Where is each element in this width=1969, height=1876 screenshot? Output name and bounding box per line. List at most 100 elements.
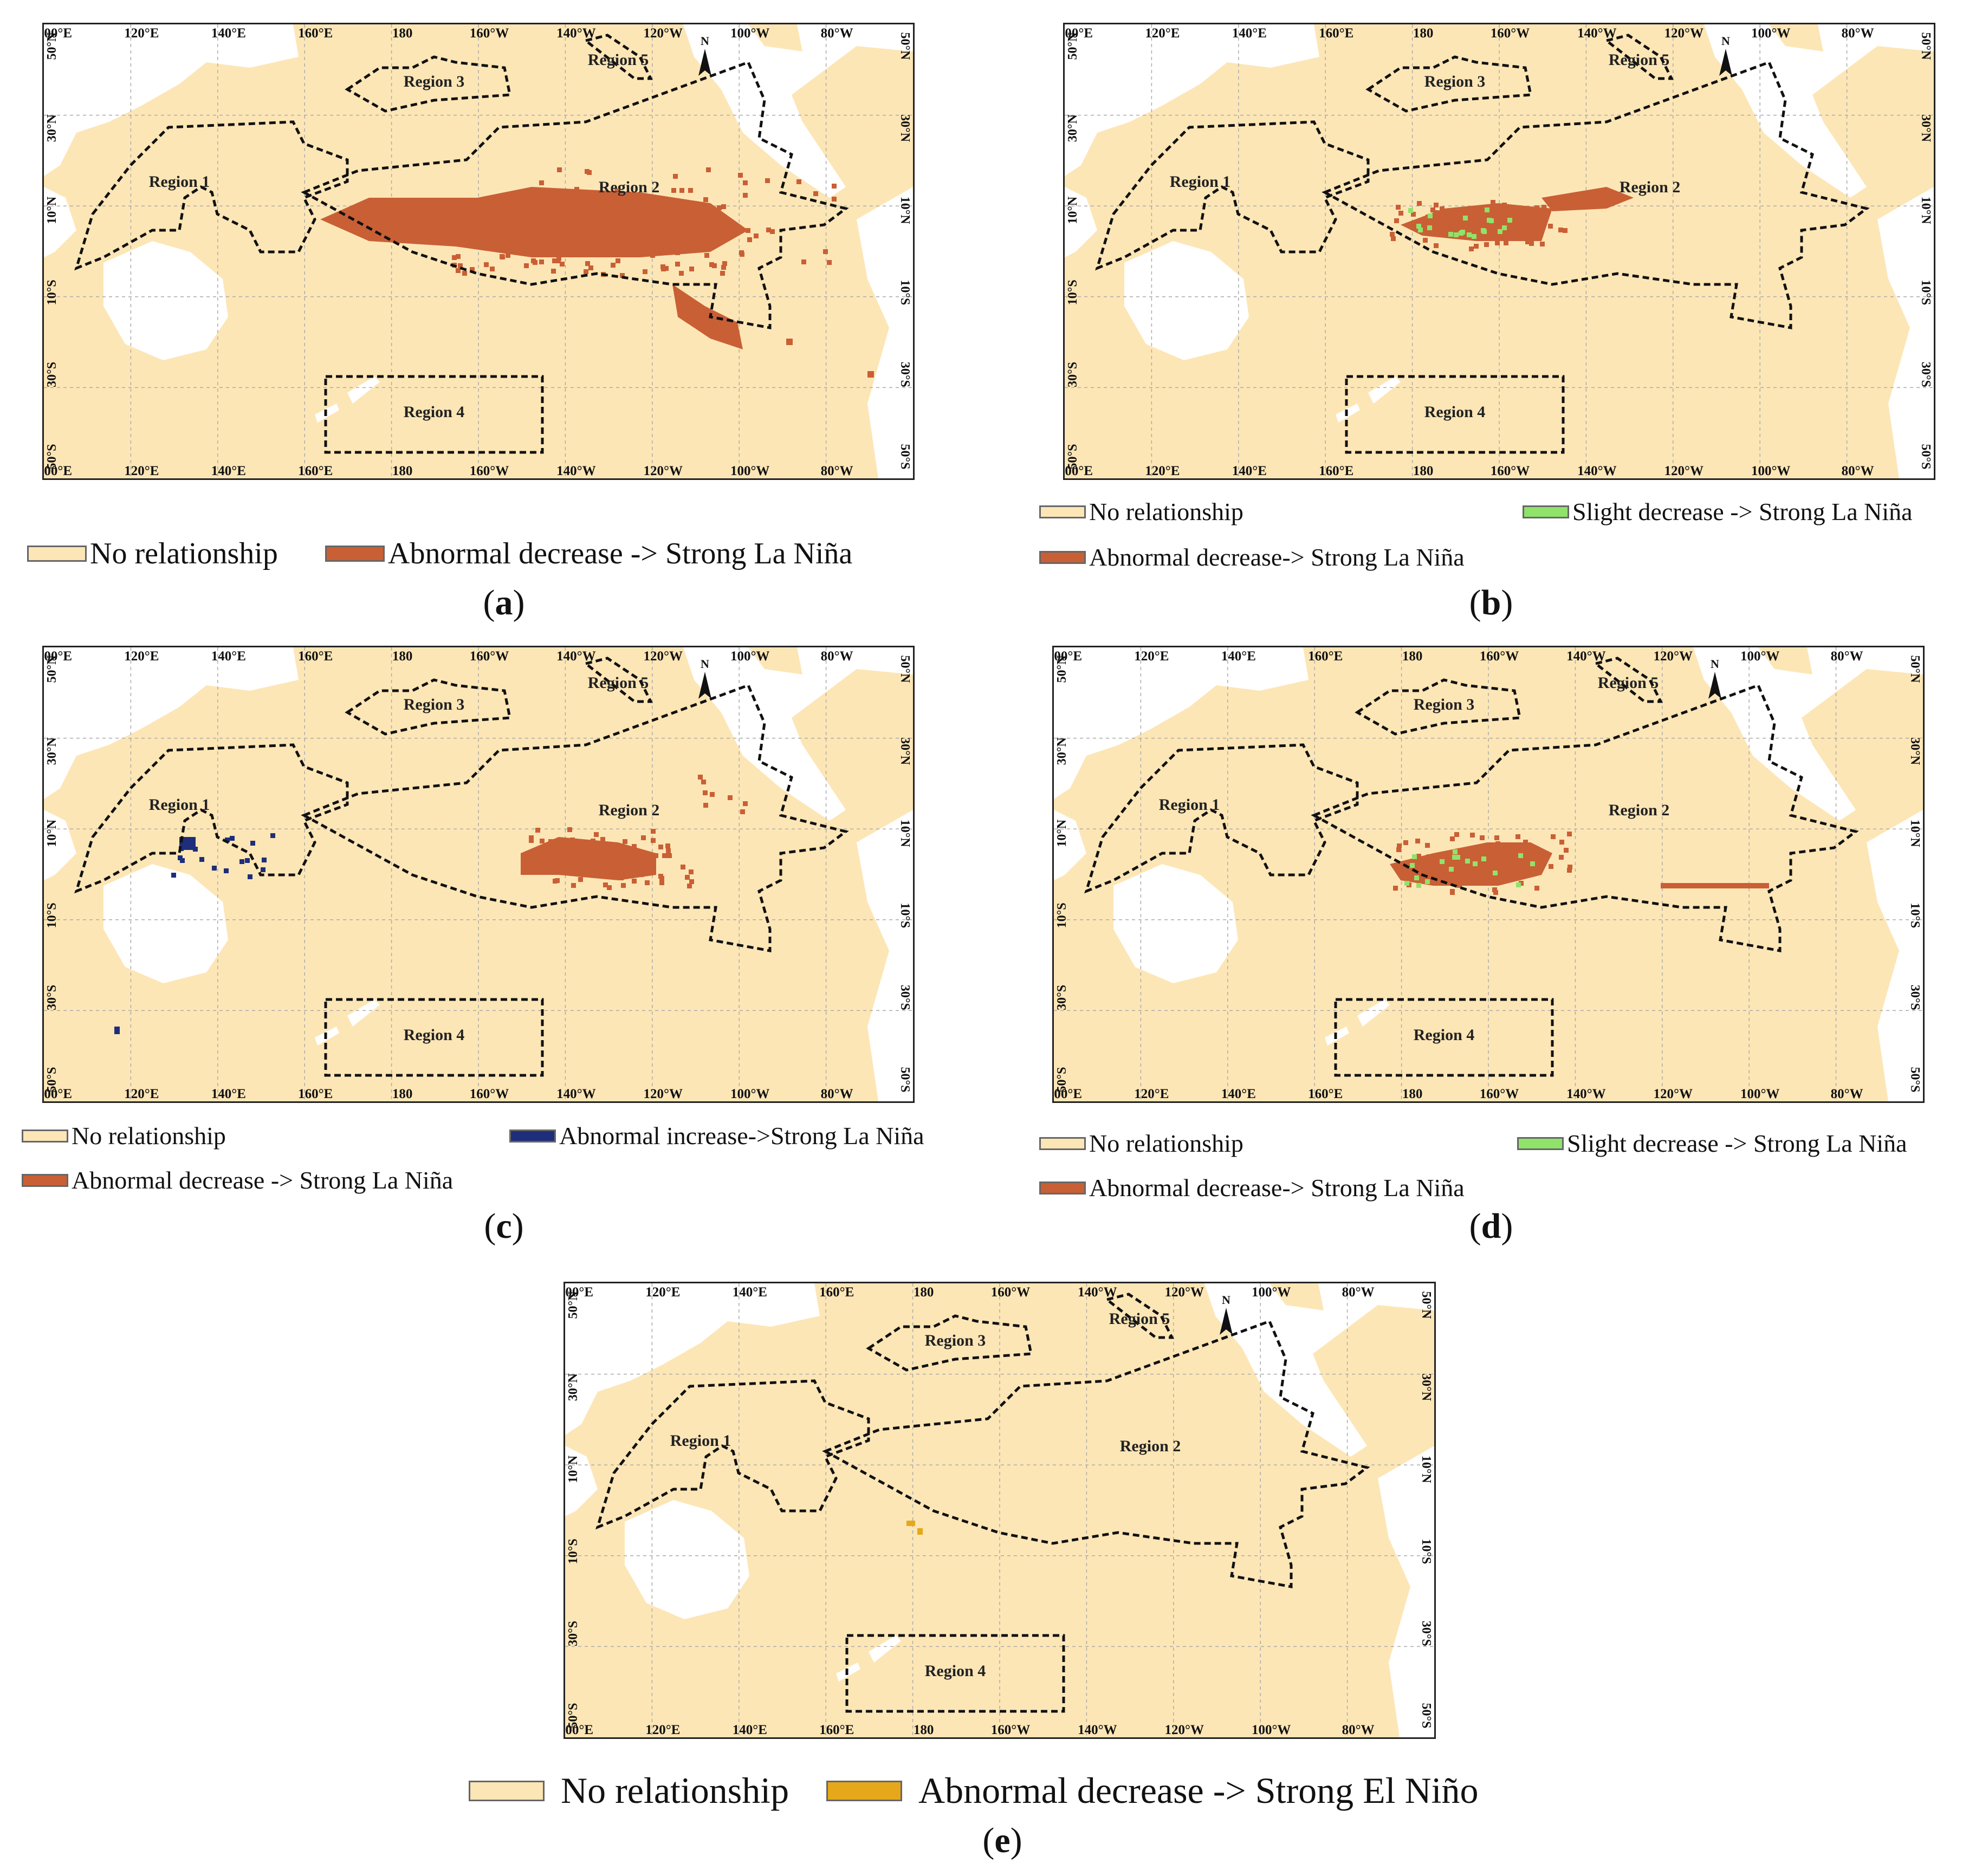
right-tick-label: 30°S: [898, 985, 912, 1010]
anomaly-cell: [560, 262, 565, 267]
anomaly-cell: [685, 875, 690, 880]
anomaly-cell: [1541, 205, 1546, 210]
top-tick-label: 140°E: [1232, 26, 1267, 41]
legend-swatch: [1039, 505, 1086, 518]
bottom-tick-label: 120°E: [645, 1723, 680, 1737]
legend-label: Abnormal decrease -> Strong La Niña: [72, 1166, 454, 1194]
top-tick-label: 100°E: [565, 1285, 593, 1300]
anomaly-cell: [552, 258, 557, 263]
anomaly-cell: [456, 268, 461, 273]
right-tick-label: 30°S: [1908, 985, 1922, 1010]
anomaly-cell: [535, 828, 540, 833]
anomaly-cell: [637, 252, 642, 257]
left-tick-label: 10°N: [566, 1455, 580, 1483]
abnormal-decrease-area: [1541, 187, 1634, 211]
anomaly-cell: [1484, 242, 1489, 247]
asia-land: [565, 1283, 820, 1435]
anomaly-cell: [539, 259, 544, 264]
left-tick-label: 10°S: [566, 1539, 580, 1564]
anomaly-cell: [645, 880, 650, 885]
legend-swatch: [27, 546, 87, 562]
left-tick-label: 10°S: [45, 280, 59, 305]
left-tick-label: 30°N: [1055, 737, 1069, 765]
anomaly-cell: [663, 219, 668, 224]
anomaly-cell: [832, 184, 837, 189]
anomaly-cell: [689, 869, 694, 874]
abnormal-decrease-area: [521, 837, 656, 880]
anomaly-cell: [747, 237, 752, 242]
abnormal-increase-cell: [262, 858, 267, 862]
right-tick-label: 10°N: [1419, 1456, 1433, 1484]
anomaly-cell: [490, 267, 495, 271]
top-tick-label: 140°W: [1566, 649, 1606, 664]
map-frame-c: Region 1 Region 2 Region 3 Region 4 Region 5…: [42, 646, 915, 1103]
north-america-land: [683, 24, 913, 198]
anomaly-cell: [1416, 864, 1421, 869]
southeast-asia-land: [44, 810, 76, 880]
bottom-tick-label: 160°E: [1308, 1087, 1343, 1101]
abnormal-decrease-elnino-cell: [917, 1528, 923, 1535]
bottom-tick-label: 120°W: [1165, 1723, 1204, 1737]
region-5-outline: [582, 657, 653, 703]
region-3-outline: [345, 678, 512, 736]
north-arrow-icon: N: [698, 657, 711, 699]
anomaly-cell: [667, 853, 672, 858]
anomaly-cell: [740, 809, 745, 814]
anomaly-cell: [605, 872, 610, 877]
anomaly-cell: [1558, 228, 1563, 232]
anomaly-cell: [612, 843, 617, 848]
anomaly-cell: [1445, 865, 1450, 870]
bottom-tick-label: 120°E: [1145, 464, 1180, 478]
region-1-outline: [1084, 743, 1359, 894]
anomaly-cell: [574, 187, 579, 192]
anomaly-cell: [556, 256, 561, 261]
right-tick-label: 30°N: [1908, 737, 1922, 765]
slight-decrease-cell: [1481, 856, 1486, 861]
anomaly-cell: [1518, 211, 1523, 216]
abnormal-increase-cell: [212, 866, 217, 871]
top-tick-label: 100°W: [730, 26, 770, 41]
legend-item-no-relationship: No relationship: [469, 1769, 789, 1812]
anomaly-cell: [1563, 228, 1568, 233]
anomaly-cell: [1454, 832, 1459, 837]
legend-item-no-relationship: No relationship: [1039, 1129, 1243, 1158]
region-3-outline: [345, 55, 512, 113]
anomaly-cell: [470, 267, 475, 272]
anomaly-cell: [1492, 887, 1497, 892]
anomaly-cell: [712, 263, 717, 268]
anomaly-cell: [643, 269, 647, 274]
left-tick-label: 30°N: [1066, 114, 1080, 142]
legend-swatch: [22, 1173, 68, 1187]
anomaly-cell: [1450, 890, 1455, 895]
right-tick-label: 10°S: [1419, 1539, 1433, 1564]
australia-land: [1124, 241, 1249, 360]
top-tick-label: 160°E: [1319, 26, 1353, 41]
bottom-tick-label: 180: [392, 464, 413, 478]
anomaly-cell: [770, 229, 775, 234]
anomaly-cell: [1510, 228, 1514, 233]
bottom-tick-label: 100°W: [1740, 1087, 1780, 1101]
anomaly-cell: [1450, 208, 1455, 213]
caption-c: (c): [484, 1206, 524, 1246]
anomaly-cell: [738, 173, 743, 178]
right-tick-label: 10°S: [898, 280, 912, 305]
region-4-outline: [324, 375, 544, 454]
anomaly-cell: [585, 169, 590, 174]
anomaly-cell: [1534, 886, 1539, 891]
anomaly-cell: [671, 188, 676, 193]
top-tick-label: 120°W: [644, 649, 683, 664]
asia-land: [1054, 647, 1309, 799]
anomaly-cell: [786, 339, 793, 345]
anomaly-cell: [1516, 205, 1521, 210]
anomaly-cell: [567, 864, 572, 868]
region-2-label: Region 2: [1620, 178, 1681, 196]
anomaly-cell: [484, 262, 489, 267]
top-tick-label: 120°E: [124, 649, 159, 664]
top-tick-label: 100°E: [1054, 649, 1082, 664]
left-tick-label: 10°N: [1055, 819, 1069, 847]
left-tick-label: 50°S: [1055, 1067, 1069, 1093]
bottom-tick-label: 120°W: [644, 464, 683, 478]
anomaly-cell: [642, 199, 647, 204]
anomaly-cell: [650, 253, 655, 258]
anomaly-cell: [556, 258, 561, 263]
